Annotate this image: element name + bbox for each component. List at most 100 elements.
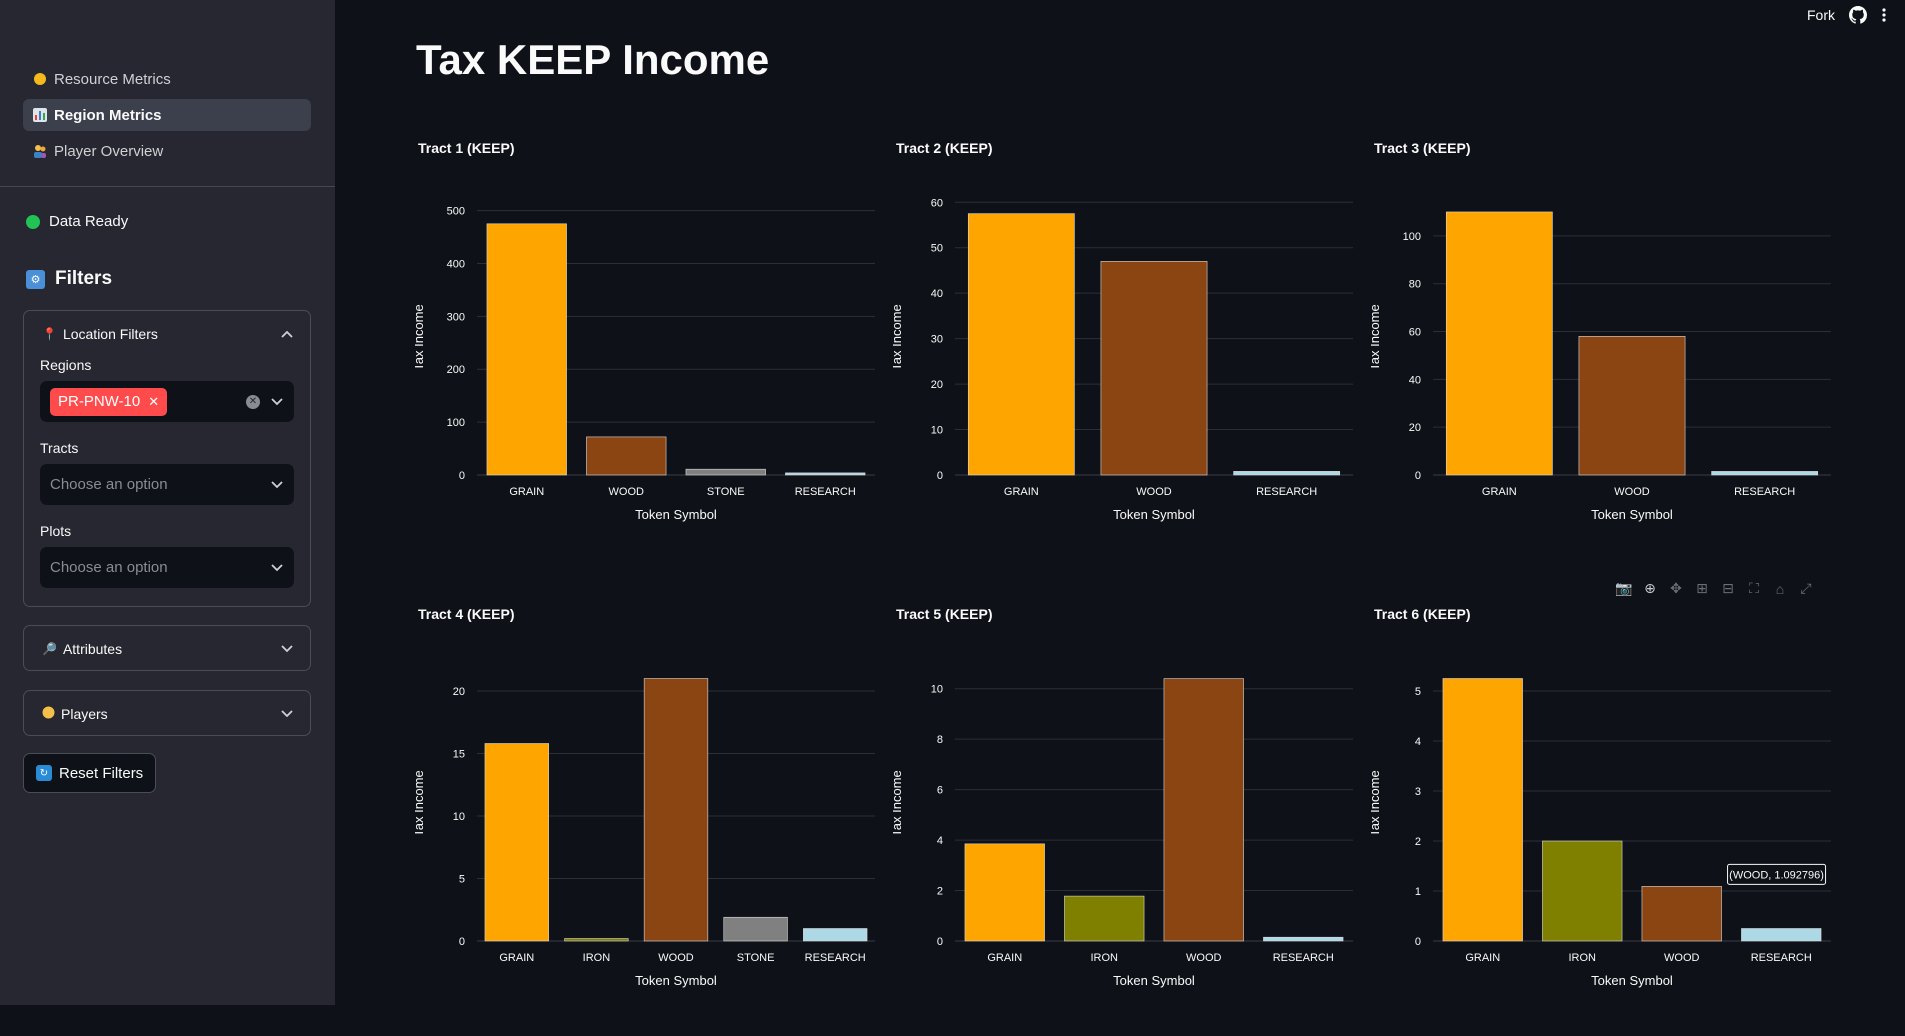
bar-wood[interactable]	[1578, 336, 1686, 476]
reset-filters-button[interactable]: ↻ Reset Filters	[23, 753, 157, 793]
x-axis-title: Token Symbol	[1113, 973, 1195, 988]
y-axis-title: Tax Income	[415, 304, 426, 370]
x-axis-title: Token Symbol	[1591, 507, 1673, 522]
bar-research[interactable]	[1741, 928, 1822, 942]
y-tick-label: 40	[931, 288, 943, 300]
camera-icon[interactable]: 📷	[1615, 580, 1633, 596]
x-tick-label: RESEARCH	[1751, 952, 1812, 964]
bar-iron[interactable]	[1542, 840, 1623, 942]
bar-research[interactable]	[1233, 471, 1341, 476]
x-tick-label: GRAIN	[509, 486, 544, 498]
chevron-down-icon[interactable]	[270, 395, 284, 409]
chart-title: Tract 3 (KEEP)	[1374, 140, 1471, 156]
bar-research[interactable]	[803, 928, 868, 942]
bar-research[interactable]	[785, 472, 866, 476]
pin-icon: 📍	[42, 327, 57, 341]
x-axis-title: Token Symbol	[635, 507, 717, 522]
chevron-down-icon	[280, 642, 294, 656]
x-tick-label: WOOD	[609, 486, 644, 498]
y-tick-label: 80	[1409, 279, 1421, 291]
status-text: Data Ready	[49, 213, 129, 230]
x-axis-title: Token Symbol	[635, 973, 717, 988]
bar-wood[interactable]	[1163, 678, 1244, 942]
autoscale-icon[interactable]: ⛶	[1749, 580, 1759, 596]
x-axis-title: Token Symbol	[1591, 973, 1673, 988]
bar-grain[interactable]	[484, 743, 549, 942]
chart-title: Tract 5 (KEEP)	[896, 606, 993, 622]
bar-wood[interactable]	[643, 678, 709, 942]
page-title: Tax KEEP Income	[416, 36, 770, 83]
chart-svg: 0 10 20 30 40 50 60 GRAIN WOOD RESEARCH Token Symb…	[893, 197, 1353, 522]
chevron-down-icon	[280, 707, 294, 721]
bar-research[interactable]	[1263, 936, 1344, 942]
regions-label: Regions	[40, 357, 92, 373]
plots-select[interactable]: Choose an option	[40, 547, 294, 588]
sidebar: Resource Metrics Region Metrics Player O…	[0, 0, 335, 1005]
fork-link[interactable]: Fork	[1807, 7, 1835, 23]
y-tick-label: 5	[459, 874, 465, 886]
tracts-select[interactable]: Choose an option	[40, 464, 294, 505]
attributes-expander[interactable]: 🔎 Attributes	[23, 625, 311, 671]
bar-wood[interactable]	[1100, 261, 1208, 476]
nav-label: Player Overview	[54, 142, 164, 160]
bar-iron[interactable]	[564, 938, 629, 942]
x-tick-label: GRAIN	[1465, 952, 1500, 964]
y-tick-label: 2	[937, 886, 943, 898]
home-icon[interactable]: ⌂	[1775, 580, 1785, 597]
chart-tract-6: Tract 6 (KEEP) 0 1 2 3 4 5 GRAIN IRON WOOD (WOOD,…	[1371, 606, 1851, 1036]
y-tick-label: 0	[459, 936, 465, 948]
fullscreen-icon[interactable]: ⤢	[1800, 580, 1812, 596]
zoom-out-icon[interactable]: ⊟	[1722, 580, 1734, 596]
bar-stone[interactable]	[685, 468, 766, 476]
y-tick-label: 500	[447, 206, 465, 218]
tracts-placeholder: Choose an option	[50, 476, 168, 493]
status-dot-icon	[26, 214, 40, 229]
bar-grain[interactable]	[1442, 678, 1523, 942]
bar-grain[interactable]	[1445, 211, 1553, 476]
x-tick-label: RESEARCH	[795, 486, 856, 498]
y-tick-label: 0	[1415, 936, 1421, 948]
x-tick-label: STONE	[707, 486, 745, 498]
x-tick-label: WOOD	[1186, 952, 1221, 964]
x-tick-label: GRAIN	[499, 952, 534, 964]
bar-grain[interactable]	[967, 213, 1075, 476]
bar-iron[interactable]	[1064, 895, 1145, 942]
nav-label: Resource Metrics	[54, 70, 171, 88]
bar-grain[interactable]	[964, 843, 1045, 942]
clear-icon[interactable]: ✕	[246, 394, 260, 409]
regions-multiselect[interactable]: PR-PNW-10 ✕ ✕	[40, 381, 294, 422]
chip-remove-icon[interactable]: ✕	[148, 393, 160, 409]
y-tick-label: 3	[1415, 786, 1421, 798]
nav-resource-metrics[interactable]: Resource Metrics	[23, 63, 311, 95]
zoom-in-icon[interactable]: ⊞	[1696, 580, 1708, 596]
face-icon	[42, 706, 55, 722]
nav-region-metrics[interactable]: Region Metrics	[23, 99, 311, 131]
more-menu-icon[interactable]	[1881, 7, 1887, 23]
players-header[interactable]: Players	[24, 691, 310, 737]
pan-icon[interactable]: ✥	[1670, 580, 1682, 596]
bar-grain[interactable]	[486, 223, 567, 476]
zoom-icon[interactable]: ⊕	[1644, 580, 1656, 596]
bar-wood[interactable]	[1641, 886, 1722, 942]
y-axis-title: Tax Income	[415, 770, 426, 836]
people-icon	[33, 144, 47, 158]
refresh-icon: ↻	[36, 765, 52, 781]
location-filters-header[interactable]: 📍 Location Filters	[24, 311, 310, 357]
bar-stone[interactable]	[723, 916, 788, 942]
nav-player-overview[interactable]: Player Overview	[23, 135, 311, 167]
players-expander[interactable]: Players	[23, 690, 311, 736]
bar-research[interactable]	[1711, 471, 1819, 476]
y-tick-label: 0	[937, 936, 943, 948]
chart-title: Tract 6 (KEEP)	[1374, 606, 1471, 622]
y-tick-label: 2	[1415, 836, 1421, 848]
attributes-header[interactable]: 🔎 Attributes	[24, 626, 310, 672]
status-indicator: Data Ready	[26, 213, 128, 230]
chart-tract-3: Tract 3 (KEEP) 0 20 40 60 80 100 GRAIN WOOD RESE…	[1371, 140, 1851, 570]
x-tick-label: RESEARCH	[1273, 952, 1334, 964]
y-tick-label: 4	[937, 835, 943, 847]
github-icon[interactable]	[1849, 6, 1867, 24]
y-tick-label: 5	[1415, 686, 1421, 698]
chart-title: Tract 1 (KEEP)	[418, 140, 515, 156]
bar-wood[interactable]	[586, 436, 667, 476]
location-filters-expander: 📍 Location Filters Regions PR-PNW-10 ✕ ✕ T…	[23, 310, 311, 607]
